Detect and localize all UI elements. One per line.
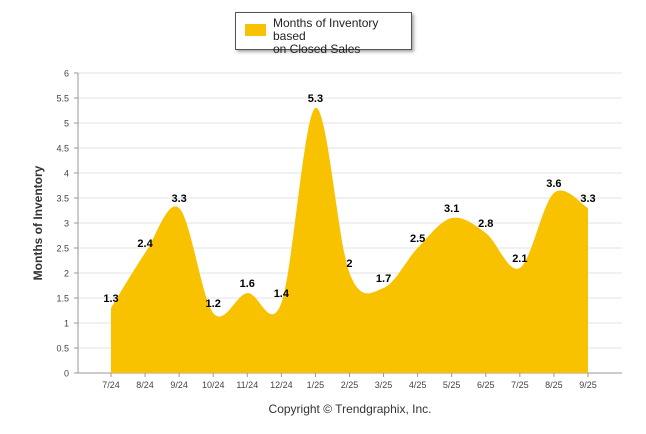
data-label: 2.1 <box>512 253 527 265</box>
area-series-fill <box>111 107 588 373</box>
data-label: 5.3 <box>308 93 323 105</box>
y-tick-label: 3 <box>64 219 69 229</box>
data-label: 1.7 <box>376 273 391 285</box>
x-tick-label: 6/25 <box>477 380 495 390</box>
data-label: 2.4 <box>137 238 153 250</box>
legend: Months of Inventory based on Closed Sale… <box>235 12 412 56</box>
data-label: 1.6 <box>240 278 255 290</box>
x-tick-label: 9/25 <box>579 380 597 390</box>
x-tick-label: 8/24 <box>136 380 154 390</box>
data-label: 2.5 <box>410 233 425 245</box>
x-tick-label: 2/25 <box>341 380 359 390</box>
data-label: 1.4 <box>274 288 290 300</box>
legend-label-line1: Months of Inventory based <box>273 16 379 43</box>
x-tick-label: 12/24 <box>270 380 293 390</box>
y-tick-label: 4.5 <box>56 144 69 154</box>
x-tick-label: 1/25 <box>307 380 325 390</box>
x-tick-label: 9/24 <box>170 380 188 390</box>
y-tick-label: 1.5 <box>56 294 69 304</box>
x-tick-label: 5/25 <box>443 380 461 390</box>
x-tick-label: 3/25 <box>375 380 393 390</box>
y-tick-label: 4 <box>64 169 69 179</box>
y-tick-label: 0.5 <box>56 344 69 354</box>
y-tick-label: 5.5 <box>56 94 69 104</box>
y-tick-label: 3.5 <box>56 194 69 204</box>
legend-label: Months of Inventory based on Closed Sale… <box>273 17 409 56</box>
y-axis: 0 0.5 1 1.5 2 2.5 3 3.5 4 4.5 5 5.5 6 <box>56 69 79 379</box>
data-labels: 1.3 2.4 3.3 1.2 1.6 1.4 5.3 2 1.7 2.5 3.1 2.8 2.1 3.6… <box>103 93 595 310</box>
y-tick-label: 5 <box>64 119 69 129</box>
copyright-text: Copyright © Trendgraphix, Inc. <box>268 402 432 416</box>
x-tick-label: 4/25 <box>409 380 427 390</box>
x-tick-label: 11/24 <box>236 380 258 390</box>
y-tick-label: 6 <box>64 69 69 79</box>
legend-swatch <box>245 24 266 36</box>
data-label: 2.8 <box>478 218 493 230</box>
data-label: 2 <box>346 258 352 270</box>
data-label: 3.6 <box>546 178 561 190</box>
x-axis: 7/24 8/24 9/24 10/24 11/24 12/24 1/25 2/25 3/25 4… <box>102 373 597 390</box>
y-axis-title: Months of Inventory <box>31 165 45 280</box>
area-series <box>111 107 588 373</box>
x-tick-label: 7/25 <box>511 380 529 390</box>
data-label: 1.3 <box>103 293 118 305</box>
data-label: 3.1 <box>444 203 459 215</box>
legend-label-line2: on Closed Sales <box>273 42 361 56</box>
data-label: 3.3 <box>580 193 595 205</box>
y-tick-label: 2.5 <box>56 244 69 254</box>
data-label: 3.3 <box>171 193 186 205</box>
x-tick-label: 10/24 <box>202 380 225 390</box>
x-tick-label: 7/24 <box>102 380 120 390</box>
x-tick-label: 8/25 <box>545 380 563 390</box>
y-tick-label: 2 <box>64 269 69 279</box>
y-tick-label: 0 <box>64 369 69 379</box>
y-tick-label: 1 <box>64 319 69 329</box>
data-label: 1.2 <box>206 298 221 310</box>
